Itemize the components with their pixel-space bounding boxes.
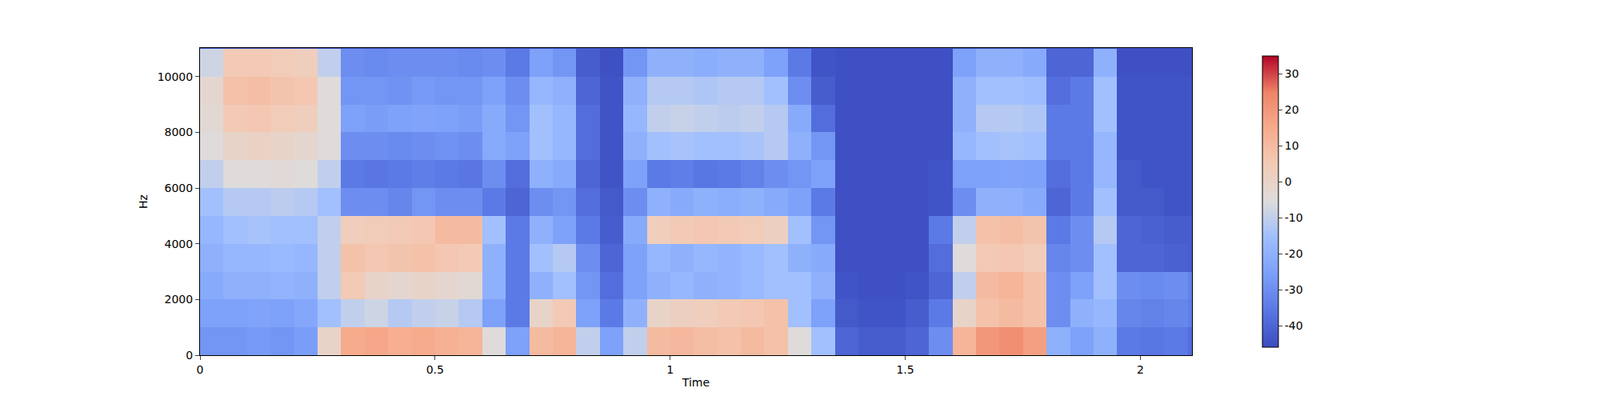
svg-text:-20: -20: [1284, 247, 1304, 260]
svg-text:6000: 6000: [164, 181, 194, 195]
svg-text:20: 20: [1284, 103, 1300, 116]
svg-text:-10: -10: [1284, 211, 1304, 224]
svg-text:Hz: Hz: [136, 194, 150, 209]
svg-text:0: 0: [185, 348, 193, 362]
svg-text:4000: 4000: [164, 237, 194, 251]
svg-text:1: 1: [666, 363, 674, 376]
svg-text:0: 0: [196, 363, 204, 376]
svg-text:10000: 10000: [157, 70, 194, 84]
svg-text:0.5: 0.5: [426, 363, 444, 376]
svg-text:2000: 2000: [164, 292, 194, 306]
svg-text:-30: -30: [1284, 283, 1304, 296]
svg-text:0: 0: [1284, 175, 1292, 188]
svg-text:2: 2: [1136, 363, 1144, 376]
svg-text:8000: 8000: [164, 125, 194, 139]
svg-text:1.5: 1.5: [896, 363, 914, 376]
svg-text:30: 30: [1284, 67, 1300, 80]
svg-text:Time: Time: [681, 376, 710, 389]
svg-text:-40: -40: [1284, 319, 1304, 332]
svg-text:10: 10: [1284, 139, 1300, 152]
